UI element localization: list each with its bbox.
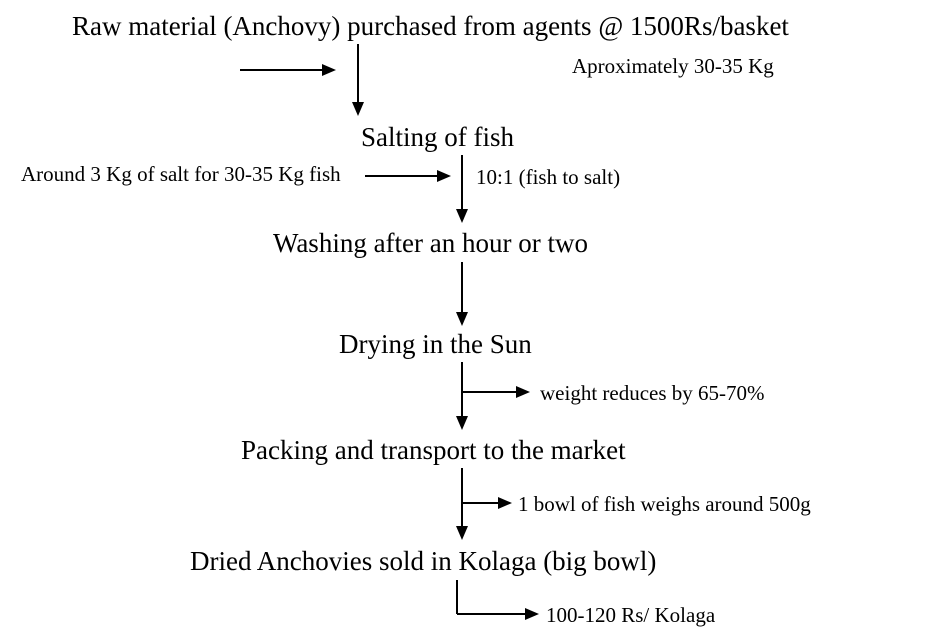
arrow-h-out-step5 [462,493,514,513]
note-fish-salt-ratio: 10:1 (fish to salt) [476,165,620,190]
arrow-h-into-step2 [365,166,455,186]
arrow-down-3 [452,262,472,328]
step-drying: Drying in the Sun [339,329,532,360]
step-raw-material: Raw material (Anchovy) purchased from ag… [72,11,789,42]
arrow-down-1 [348,44,368,120]
step-washing: Washing after an hour or two [273,228,588,259]
note-price-kolaga: 100-120 Rs/ Kolaga [546,603,715,628]
note-approx-weight: Aproximately 30-35 Kg [572,54,774,79]
step-sold-kolaga: Dried Anchovies sold in Kolaga (big bowl… [190,546,656,577]
arrow-l-out-step6 [453,580,543,624]
step-salting: Salting of fish [361,122,514,153]
arrow-h-into-step1 [240,60,340,80]
note-weight-reduces: weight reduces by 65-70% [540,381,765,406]
note-salt-amount: Around 3 Kg of salt for 30-35 Kg fish [21,162,341,187]
note-bowl-weight: 1 bowl of fish weighs around 500g [518,492,811,517]
step-packing: Packing and transport to the market [241,435,626,466]
arrow-h-out-step4 [462,382,534,402]
arrow-down-2 [452,155,472,227]
